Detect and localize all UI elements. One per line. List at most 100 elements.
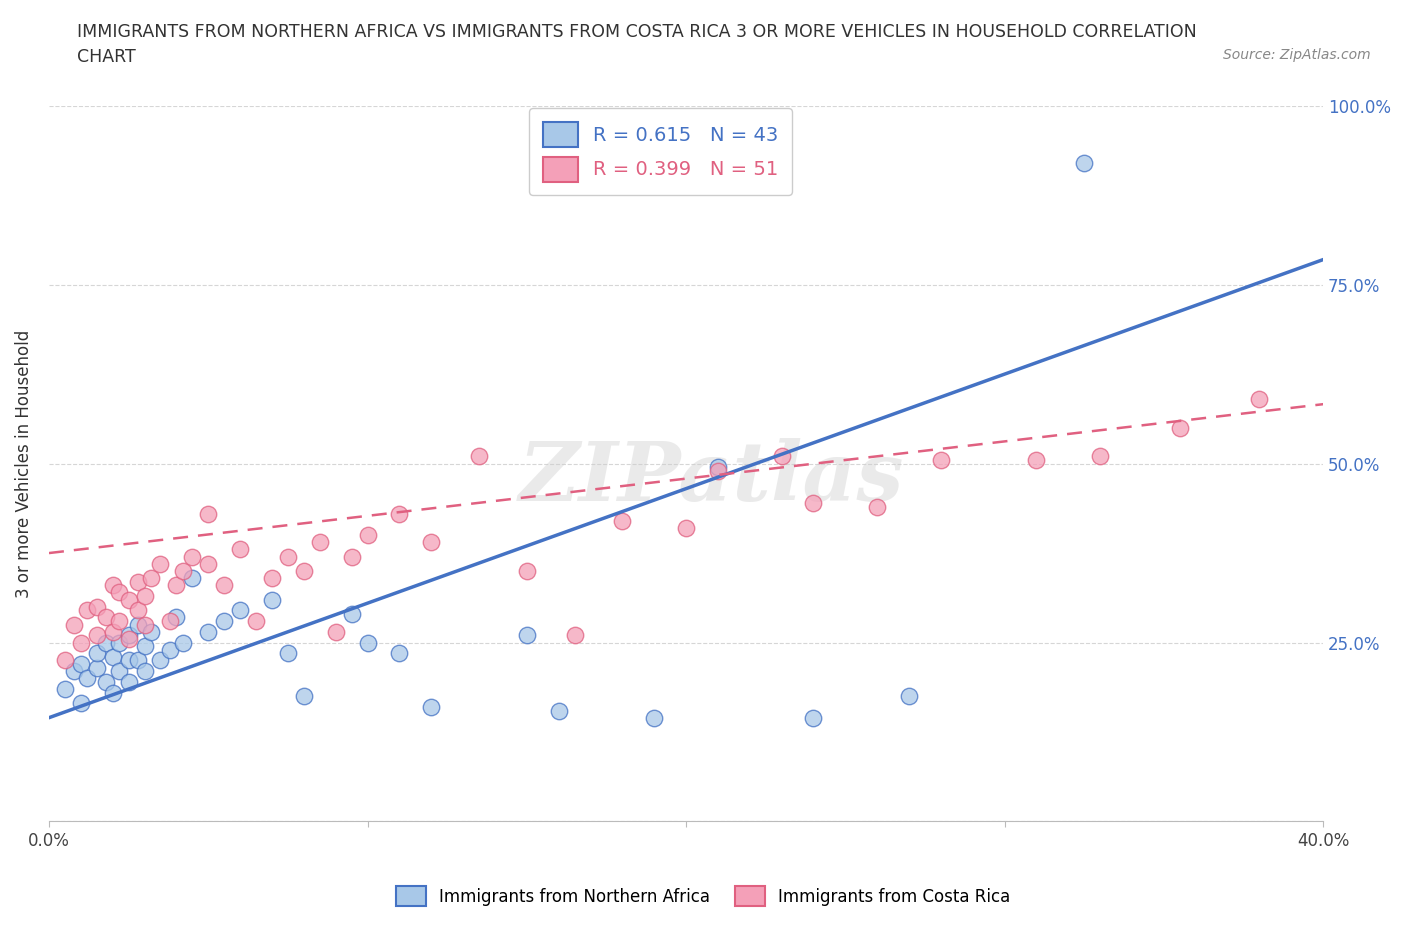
Point <box>1073 155 1095 170</box>
Point <box>134 639 156 654</box>
Point <box>63 664 86 679</box>
Point <box>76 603 98 618</box>
Point <box>69 657 91 671</box>
Point <box>420 535 443 550</box>
Point <box>101 624 124 639</box>
Point <box>86 599 108 614</box>
Point <box>277 645 299 660</box>
Point <box>388 506 411 521</box>
Point <box>172 564 194 578</box>
Point <box>675 521 697 536</box>
Point <box>707 463 730 478</box>
Point <box>165 578 187 592</box>
Point <box>564 628 586 643</box>
Point <box>356 635 378 650</box>
Point <box>149 653 172 668</box>
Point <box>516 564 538 578</box>
Point <box>229 603 252 618</box>
Point <box>229 542 252 557</box>
Point <box>108 635 131 650</box>
Point <box>159 614 181 629</box>
Point <box>101 578 124 592</box>
Point <box>260 592 283 607</box>
Point <box>149 556 172 571</box>
Point <box>1088 449 1111 464</box>
Point <box>134 618 156 632</box>
Point <box>340 606 363 621</box>
Text: Source: ZipAtlas.com: Source: ZipAtlas.com <box>1223 48 1371 62</box>
Point <box>245 614 267 629</box>
Point <box>159 643 181 658</box>
Point <box>69 635 91 650</box>
Point <box>468 449 491 464</box>
Point <box>117 592 139 607</box>
Point <box>117 653 139 668</box>
Point <box>127 574 149 589</box>
Point <box>197 506 219 521</box>
Point <box>108 614 131 629</box>
Point <box>127 653 149 668</box>
Point <box>181 550 204 565</box>
Point <box>866 499 889 514</box>
Point <box>108 664 131 679</box>
Point <box>63 618 86 632</box>
Point <box>86 645 108 660</box>
Point <box>134 664 156 679</box>
Point <box>1025 453 1047 468</box>
Point <box>388 645 411 660</box>
Point <box>212 578 235 592</box>
Text: CHART: CHART <box>77 48 136 66</box>
Point <box>127 603 149 618</box>
Point <box>134 589 156 604</box>
Point <box>96 610 118 625</box>
Point <box>86 628 108 643</box>
Point <box>53 682 76 697</box>
Point <box>420 699 443 714</box>
Point <box>96 674 118 689</box>
Point <box>139 571 162 586</box>
Point <box>612 513 634 528</box>
Text: IMMIGRANTS FROM NORTHERN AFRICA VS IMMIGRANTS FROM COSTA RICA 3 OR MORE VEHICLES: IMMIGRANTS FROM NORTHERN AFRICA VS IMMIG… <box>77 23 1197 41</box>
Point <box>356 527 378 542</box>
Point <box>277 550 299 565</box>
Point <box>117 674 139 689</box>
Point <box>898 689 921 704</box>
Point <box>165 610 187 625</box>
Point <box>547 703 569 718</box>
Point <box>76 671 98 685</box>
Point <box>108 585 131 600</box>
Point <box>172 635 194 650</box>
Point <box>127 618 149 632</box>
Point <box>292 564 315 578</box>
Point <box>770 449 793 464</box>
Point <box>1249 392 1271 406</box>
Point <box>212 614 235 629</box>
Point <box>53 653 76 668</box>
Point <box>643 711 665 725</box>
Point <box>86 660 108 675</box>
Point <box>181 571 204 586</box>
Point <box>260 571 283 586</box>
Point <box>929 453 952 468</box>
Point <box>139 624 162 639</box>
Point <box>340 550 363 565</box>
Point <box>325 624 347 639</box>
Point <box>96 635 118 650</box>
Point <box>69 696 91 711</box>
Point <box>516 628 538 643</box>
Legend: Immigrants from Northern Africa, Immigrants from Costa Rica: Immigrants from Northern Africa, Immigra… <box>389 880 1017 912</box>
Point <box>292 689 315 704</box>
Point <box>101 649 124 664</box>
Point <box>101 685 124 700</box>
Point <box>197 624 219 639</box>
Point <box>117 631 139 646</box>
Point <box>803 496 825 511</box>
Y-axis label: 3 or more Vehicles in Household: 3 or more Vehicles in Household <box>15 329 32 598</box>
Point <box>707 459 730 474</box>
Point <box>1168 420 1191 435</box>
Legend: R = 0.615   N = 43, R = 0.399   N = 51: R = 0.615 N = 43, R = 0.399 N = 51 <box>529 108 792 195</box>
Point <box>117 628 139 643</box>
Point <box>308 535 330 550</box>
Point <box>803 711 825 725</box>
Point <box>197 556 219 571</box>
